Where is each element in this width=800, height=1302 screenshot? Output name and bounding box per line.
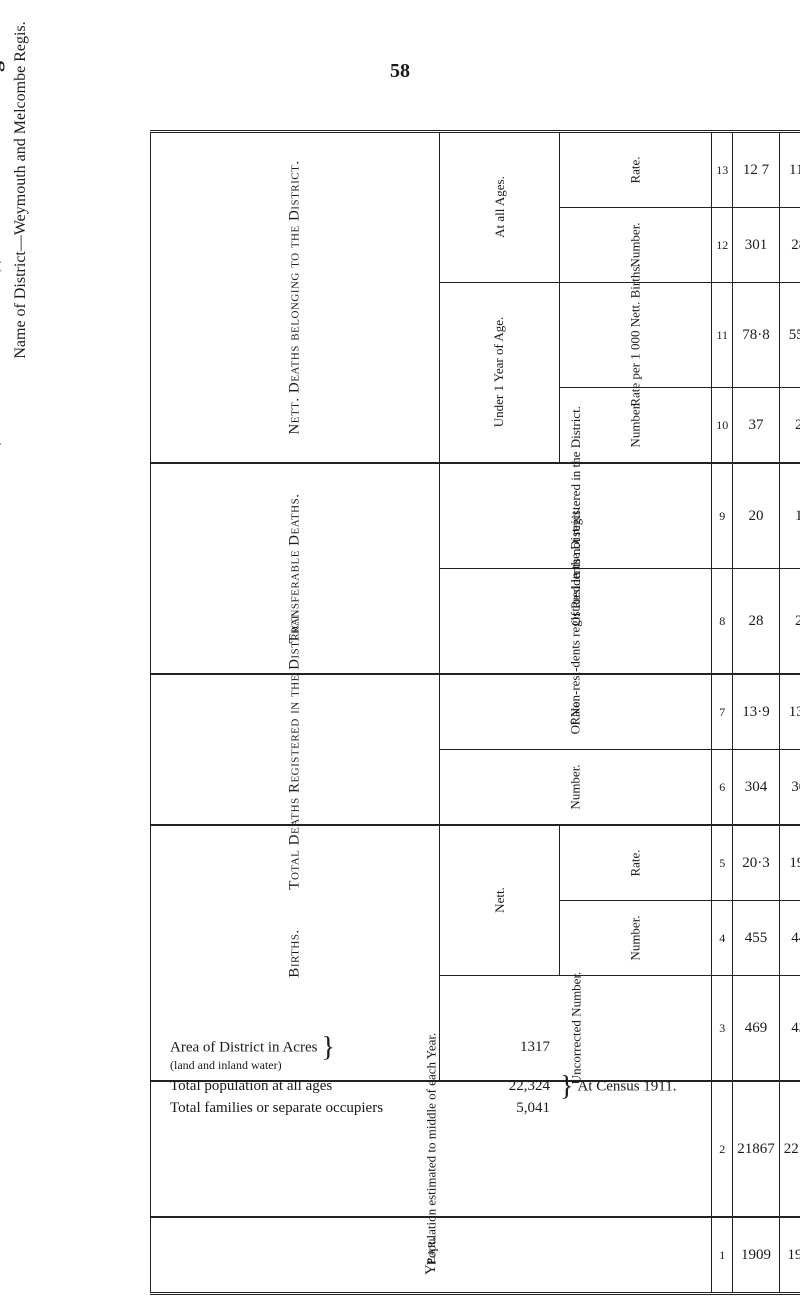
- hdr-all-ages: At all Ages.: [440, 132, 559, 283]
- cell: 20·3: [733, 825, 780, 901]
- cell: 78·8: [733, 283, 780, 388]
- cell: 37: [733, 388, 780, 464]
- families-note: [556, 1100, 720, 1117]
- idx-11: 11: [712, 283, 733, 388]
- idx-6: 6: [712, 750, 733, 826]
- footer-notes: Area of District in Acres} (land and inl…: [170, 1035, 720, 1121]
- cell: 19 4: [779, 825, 800, 901]
- cell: 55·3: [779, 283, 800, 388]
- cell: 27: [779, 569, 800, 675]
- cell: 21867: [733, 1081, 780, 1217]
- cell: 455: [733, 901, 780, 976]
- hdr-nonres: Of Non-resi-dents registered in the Dist…: [440, 569, 712, 675]
- cell: 28: [733, 569, 780, 675]
- cell: 440: [779, 901, 800, 976]
- idx-8: 8: [712, 569, 733, 675]
- hdr-number-6: Number.: [440, 750, 712, 826]
- idx-9: 9: [712, 463, 733, 569]
- totalpop-label: Total population at all ages: [170, 1078, 470, 1096]
- idx-4: 4: [712, 901, 733, 976]
- families-value: 5,041: [470, 1100, 556, 1117]
- hdr-rateper-11: Rate per 1 000 Nett. Births.: [559, 283, 711, 388]
- cell: 302: [779, 750, 800, 826]
- cell-year: 1910: [779, 1217, 800, 1294]
- families-label: Total families or separate occupiers: [170, 1100, 470, 1117]
- idx-12: 12: [712, 208, 733, 283]
- cell: 22127: [779, 1081, 800, 1217]
- cell: 12 7: [733, 132, 780, 208]
- idx-7: 7: [712, 674, 733, 750]
- title-block: TABLE I.—Vital Statistics of Whole Distr…: [0, 0, 30, 640]
- cell: 301: [733, 208, 780, 283]
- cell: 10: [779, 463, 800, 569]
- cell: 20: [733, 463, 780, 569]
- cell: 13·6: [779, 674, 800, 750]
- hdr-rate-5: Rate.: [559, 825, 711, 901]
- table-subtitle: Name of District—Weymouth and Melcombe R…: [12, 0, 30, 640]
- cell: 284: [779, 208, 800, 283]
- hdr-nett-deaths: Nett. Deaths belonging to the District.: [151, 132, 440, 464]
- cell: 469: [733, 976, 780, 1082]
- area-label: Area of District in Acres} (land and inl…: [170, 1039, 470, 1074]
- idx-10: 10: [712, 388, 733, 464]
- cell: 24: [779, 388, 800, 464]
- area-note: [556, 1039, 720, 1074]
- idx-13: 13: [712, 132, 733, 208]
- cell: 11·9: [779, 132, 800, 208]
- hdr-number-4: Number.: [559, 901, 711, 976]
- table-title: TABLE I.—Vital Statistics of Whole Distr…: [0, 0, 6, 640]
- totalpop-value: 22,324: [470, 1078, 556, 1096]
- idx-5: 5: [712, 825, 733, 901]
- cell-year: 1909: [733, 1217, 780, 1294]
- cell: 13·9: [733, 674, 780, 750]
- hdr-under1: Under 1 Year of Age.: [440, 283, 559, 464]
- totalpop-note: }At Census 1911.: [556, 1078, 720, 1096]
- cell: 304: [733, 750, 780, 826]
- idx-1: 1: [712, 1217, 733, 1294]
- hdr-total-deaths: Total Deaths Registered in the District.: [151, 674, 440, 825]
- cell: 434: [779, 976, 800, 1082]
- area-value: 1317: [470, 1039, 556, 1074]
- hdr-rate-13: Rate.: [559, 132, 711, 208]
- hdr-nett: Nett.: [440, 825, 559, 976]
- page-number: 58: [0, 60, 800, 83]
